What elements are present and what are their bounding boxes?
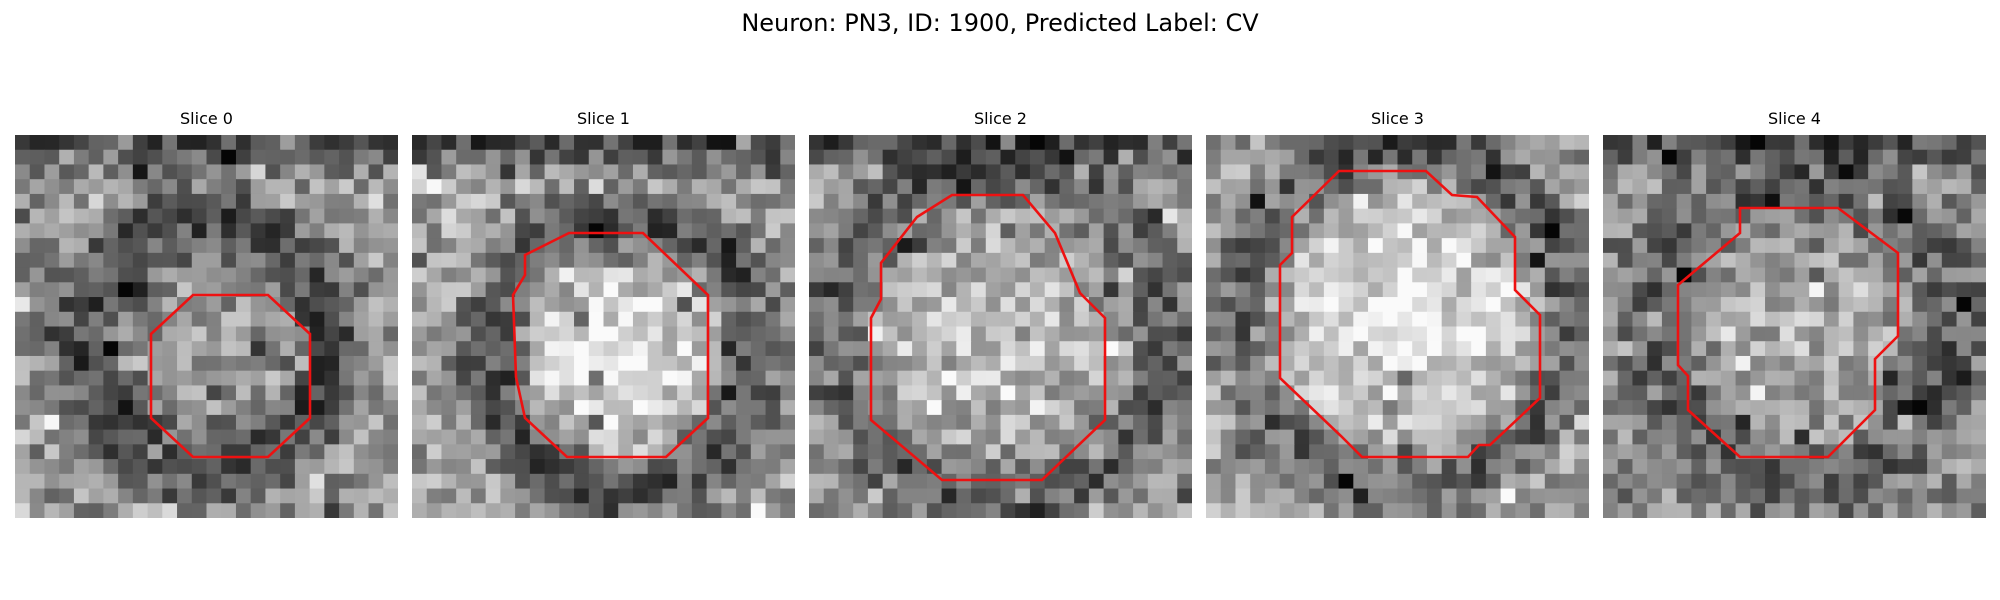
- slice-panel-3: Slice 3: [1206, 109, 1589, 519]
- slice-title-3: Slice 3: [1371, 109, 1424, 128]
- grayscale-micrograph: [1603, 135, 1986, 518]
- slice-image-2: [809, 135, 1192, 518]
- grayscale-micrograph: [412, 135, 795, 518]
- slice-title-4: Slice 4: [1768, 109, 1821, 128]
- slice-panel-4: Slice 4: [1603, 109, 1986, 519]
- figure-title: Neuron: PN3, ID: 1900, Predicted Label: …: [741, 9, 1259, 37]
- slice-title-1: Slice 1: [577, 109, 630, 128]
- slice-image-4: [1603, 135, 1986, 518]
- slice-image-0: [15, 135, 398, 518]
- cv-contour-outline: [1278, 169, 1542, 459]
- slice-image-3: [1206, 135, 1589, 518]
- cv-contour-outline: [1676, 206, 1900, 459]
- slice-image-1: [412, 135, 795, 518]
- grayscale-micrograph: [809, 135, 1192, 518]
- slice-panel-2: Slice 2: [809, 109, 1192, 519]
- cv-contour-outline: [511, 231, 710, 459]
- slice-title-2: Slice 2: [974, 109, 1027, 128]
- cv-contour-outline: [149, 293, 312, 459]
- slice-title-0: Slice 0: [180, 109, 233, 128]
- slice-panel-0: Slice 0: [15, 109, 398, 519]
- cv-contour-outline: [869, 193, 1107, 482]
- grayscale-micrograph: [15, 135, 398, 518]
- grayscale-micrograph: [1206, 135, 1589, 518]
- slice-panel-1: Slice 1: [412, 109, 795, 519]
